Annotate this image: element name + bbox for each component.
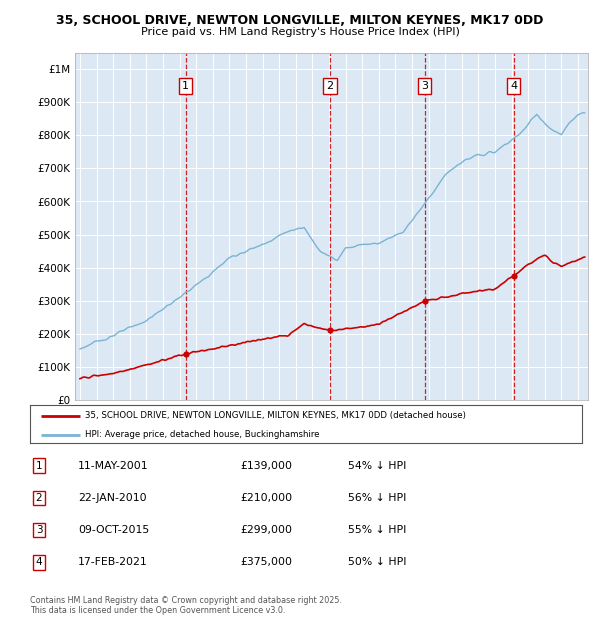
Text: Price paid vs. HM Land Registry's House Price Index (HPI): Price paid vs. HM Land Registry's House … <box>140 27 460 37</box>
Text: 11-MAY-2001: 11-MAY-2001 <box>78 461 149 471</box>
Text: 35, SCHOOL DRIVE, NEWTON LONGVILLE, MILTON KEYNES, MK17 0DD (detached house): 35, SCHOOL DRIVE, NEWTON LONGVILLE, MILT… <box>85 411 466 420</box>
Text: 4: 4 <box>510 81 517 91</box>
Text: £299,000: £299,000 <box>240 525 292 535</box>
Text: 55% ↓ HPI: 55% ↓ HPI <box>348 525 406 535</box>
Text: 1: 1 <box>35 461 43 471</box>
Text: 2: 2 <box>326 81 334 91</box>
Text: 54% ↓ HPI: 54% ↓ HPI <box>348 461 406 471</box>
Text: 2: 2 <box>35 493 43 503</box>
Text: 3: 3 <box>421 81 428 91</box>
Text: £375,000: £375,000 <box>240 557 292 567</box>
Text: 09-OCT-2015: 09-OCT-2015 <box>78 525 149 535</box>
Text: HPI: Average price, detached house, Buckinghamshire: HPI: Average price, detached house, Buck… <box>85 430 320 440</box>
Text: 56% ↓ HPI: 56% ↓ HPI <box>348 493 406 503</box>
Text: 1: 1 <box>182 81 189 91</box>
Text: 50% ↓ HPI: 50% ↓ HPI <box>348 557 407 567</box>
Text: 4: 4 <box>35 557 43 567</box>
Text: £210,000: £210,000 <box>240 493 292 503</box>
Text: Contains HM Land Registry data © Crown copyright and database right 2025.
This d: Contains HM Land Registry data © Crown c… <box>30 596 342 615</box>
Point <box>420 296 430 306</box>
Point <box>181 349 190 359</box>
Point <box>325 326 335 335</box>
Text: £139,000: £139,000 <box>240 461 292 471</box>
Point <box>509 271 518 281</box>
Text: 22-JAN-2010: 22-JAN-2010 <box>78 493 146 503</box>
Text: 35, SCHOOL DRIVE, NEWTON LONGVILLE, MILTON KEYNES, MK17 0DD: 35, SCHOOL DRIVE, NEWTON LONGVILLE, MILT… <box>56 14 544 27</box>
Text: 17-FEB-2021: 17-FEB-2021 <box>78 557 148 567</box>
Text: 3: 3 <box>35 525 43 535</box>
